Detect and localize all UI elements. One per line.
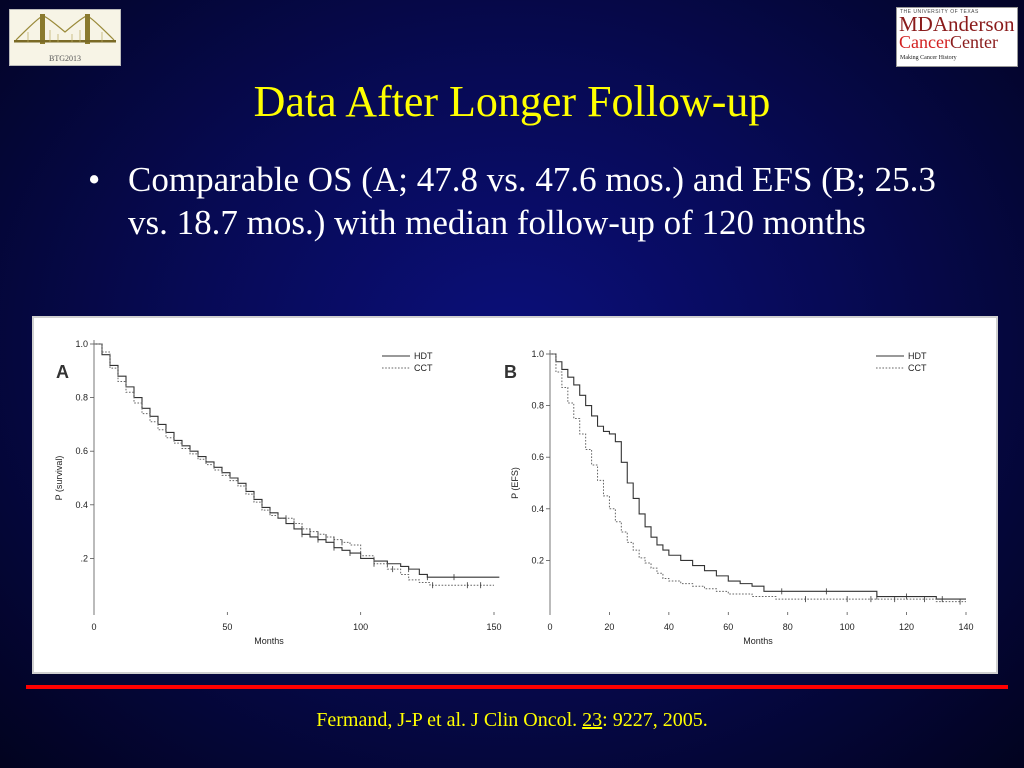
panel-a-label: A [56, 362, 69, 382]
panel-b-ytick-label: 0.8 [531, 401, 544, 411]
panel-b-series-cct-line [550, 353, 966, 603]
panel-a-ytick-label: .2 [80, 553, 88, 563]
logo-mdanderson-line: MDAnderson [899, 12, 1015, 36]
divider-rule [26, 685, 1008, 689]
panel-a-ylabel: P (survival) [54, 456, 64, 501]
panel-a-xtick-label: 150 [486, 622, 501, 632]
panel-b-xlabel: Months [743, 636, 773, 646]
kaplan-meier-charts: .2 0.4 0.6 0.8 1.0 0 50 100 150 Months P (survival… [54, 339, 974, 646]
citation-prefix: Fermand, J-P et al. J Clin Oncol. [316, 709, 583, 731]
citation-suffix: : 9227, 2005. [602, 709, 708, 731]
panel-b-xtick-label: 100 [840, 622, 855, 632]
citation-volume: 23 [582, 709, 603, 731]
panel-a-xtick-label: 50 [222, 622, 232, 632]
panel-b-xtick-label: 40 [664, 622, 674, 632]
panel-b-legend-label-cct: CCT [908, 363, 927, 373]
panel-b-xtick-label: 20 [604, 622, 614, 632]
panel-b-ytick-label: 0.6 [531, 452, 544, 462]
panel-a-ytick-label: 0.4 [75, 500, 88, 510]
panel-b-series-hdt-line [550, 353, 966, 600]
btg2013-logo: BTG2013 [9, 9, 121, 66]
panel-b-xtick-label: 60 [723, 622, 733, 632]
panel-b-xtick-label: 140 [958, 622, 973, 632]
logo-university-line: THE UNIVERSITY OF TEXAS [900, 9, 979, 15]
panel-a-ytick-label: 0.6 [75, 446, 88, 456]
btg2013-caption: BTG2013 [49, 54, 81, 63]
logo-tagline: Making Cancer History [900, 55, 957, 61]
panel-b-ylabel: P (EFS) [510, 467, 520, 499]
logo-cancer-word: Cancer [899, 32, 950, 52]
panel-a-xlabel: Months [254, 636, 284, 646]
panel-b-label: B [504, 362, 517, 382]
panel-b-xtick-label: 80 [783, 622, 793, 632]
bullet-text: Comparable OS (A; 47.8 vs. 47.6 mos.) an… [128, 160, 936, 242]
panel-a-ytick-label: 1.0 [75, 339, 88, 349]
panel-a-legend-label-hdt: HDT [414, 351, 433, 361]
panel-a-xtick-label: 100 [353, 622, 368, 632]
panel-b-ytick-label: 0.4 [531, 504, 544, 514]
panel-b-xtick-label: 120 [899, 622, 914, 632]
citation: Fermand, J-P et al. J Clin Oncol. 23: 92… [0, 709, 1024, 732]
slide-title: Data After Longer Follow-up [253, 77, 771, 126]
md-anderson-logo: THE UNIVERSITY OF TEXAS MDAnderson Cance… [896, 7, 1018, 67]
panel-a-series-cct-line [94, 343, 494, 586]
panel-a-xtick-label: 0 [91, 622, 96, 632]
panel-a-legend-label-cct: CCT [414, 363, 433, 373]
panel-a-ytick-label: 0.8 [75, 393, 88, 403]
panel-b-legend-label-hdt: HDT [908, 351, 927, 361]
kaplan-meier-figure: .2 0.4 0.6 0.8 1.0 0 50 100 150 Months P (survival… [32, 316, 998, 674]
panel-b-xtick-label: 0 [547, 622, 552, 632]
golden-gate-bridge-icon [14, 14, 116, 44]
logo-center-word: Center [949, 32, 998, 52]
bullet-dot-icon: • [88, 160, 101, 199]
panel-b-ytick-label: 1.0 [531, 349, 544, 359]
panel-a-series-hdt-line [94, 343, 500, 578]
logo-cancer-center-line: CancerCenter [899, 33, 998, 52]
panel-b-ytick-label: 0.2 [531, 555, 544, 565]
